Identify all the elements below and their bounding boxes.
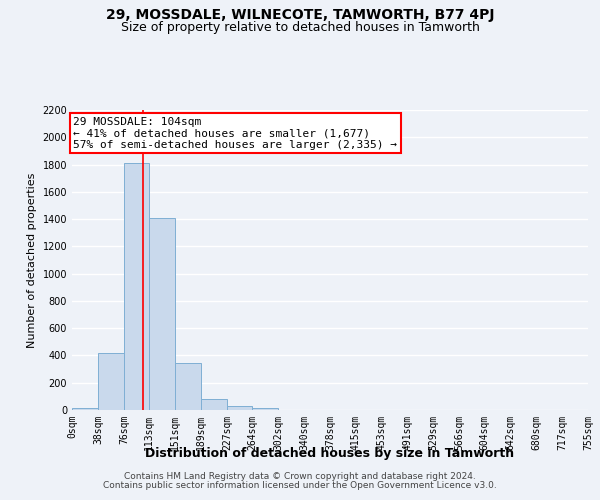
Bar [98, 352, 124, 410]
Bar [72, 408, 98, 410]
Text: Contains HM Land Registry data © Crown copyright and database right 2024.: Contains HM Land Registry data © Crown c… [124, 472, 476, 481]
Bar [124, 163, 149, 410]
Bar [253, 408, 278, 410]
Bar [175, 363, 201, 410]
Text: Distribution of detached houses by size in Tamworth: Distribution of detached houses by size … [145, 448, 515, 460]
Text: 29 MOSSDALE: 104sqm
← 41% of detached houses are smaller (1,677)
57% of semi-det: 29 MOSSDALE: 104sqm ← 41% of detached ho… [73, 117, 397, 150]
Text: Size of property relative to detached houses in Tamworth: Size of property relative to detached ho… [121, 21, 479, 34]
Bar [149, 218, 175, 410]
Text: Contains public sector information licensed under the Open Government Licence v3: Contains public sector information licen… [103, 481, 497, 490]
Bar [201, 399, 227, 410]
Text: 29, MOSSDALE, WILNECOTE, TAMWORTH, B77 4PJ: 29, MOSSDALE, WILNECOTE, TAMWORTH, B77 4… [106, 8, 494, 22]
Y-axis label: Number of detached properties: Number of detached properties [27, 172, 37, 348]
Bar [227, 406, 253, 410]
